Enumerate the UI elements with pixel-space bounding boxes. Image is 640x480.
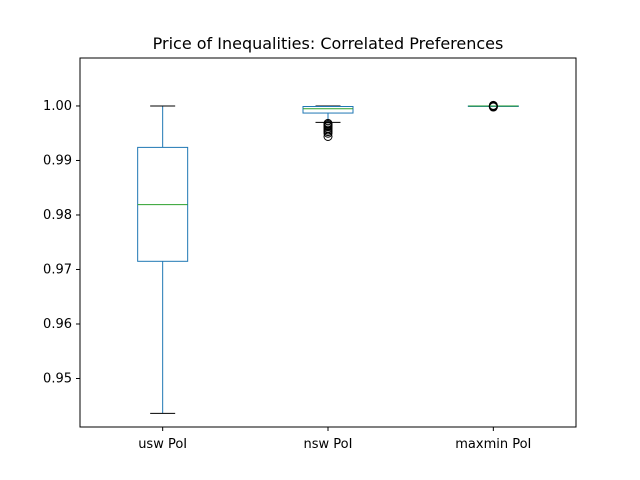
box-group (137, 105, 189, 414)
outlier-point (323, 118, 333, 128)
y-tick-label: 0.97 (43, 262, 72, 277)
y-tick-label: 0.98 (43, 208, 72, 223)
y-tick-label: 0.96 (43, 317, 72, 332)
iqr-box (302, 106, 354, 114)
y-tick-label: 0.95 (43, 371, 72, 386)
outlier-point (488, 100, 498, 110)
x-tick-label: nsw PoI (304, 437, 353, 452)
x-tick-label: usw PoI (138, 437, 187, 452)
box-group (302, 105, 354, 141)
x-tick-label: maxmin PoI (455, 437, 531, 452)
x-axis: usw PoI nsw PoI maxmin PoI (138, 427, 531, 452)
chart-title: Price of Inequalities: Correlated Prefer… (153, 34, 504, 53)
y-axis: 0.95 0.96 0.97 0.98 0.99 1.00 (43, 99, 80, 386)
y-tick-label: 0.99 (43, 153, 72, 168)
y-tick-label: 1.00 (43, 99, 72, 114)
box-group (467, 100, 519, 112)
box-series (137, 100, 519, 414)
